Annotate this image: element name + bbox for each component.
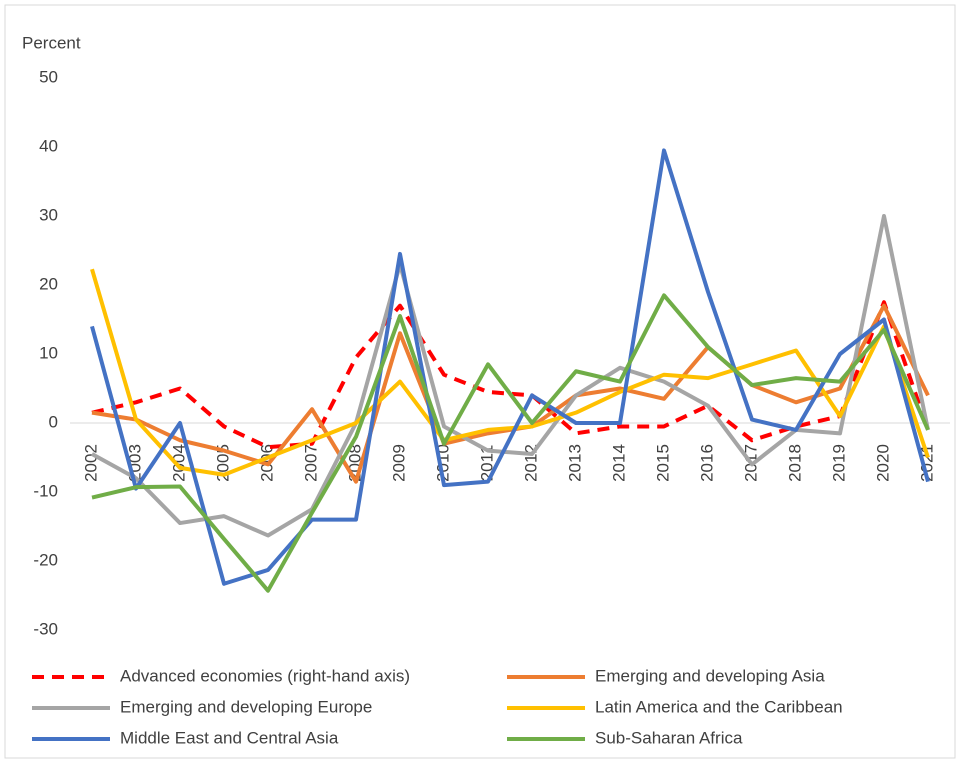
x-tick-label: 2016 (697, 444, 716, 482)
legend-label: Emerging and developing Europe (120, 697, 372, 716)
y-tick-label: 30 (39, 205, 58, 224)
series-line (90, 148, 930, 586)
series-line (91, 214, 930, 538)
x-tick-label: 2009 (389, 444, 408, 482)
x-tick-label: 2014 (609, 444, 628, 482)
legend-label: Middle East and Central Asia (120, 728, 339, 747)
x-tick-label: 2018 (785, 444, 804, 482)
series-line (91, 300, 930, 450)
legend-label: Advanced economies (right-hand axis) (120, 666, 410, 685)
x-tick-label: 2013 (565, 444, 584, 482)
x-tick-label: 2002 (81, 444, 100, 482)
y-tick-label: -20 (33, 550, 58, 569)
x-tick-label: 2020 (873, 444, 892, 482)
series-line (90, 268, 930, 477)
y-tick-label: 10 (39, 343, 58, 362)
y-tick-label: 20 (39, 274, 58, 293)
y-tick-label: -30 (33, 619, 58, 638)
x-tick-label: 2007 (301, 444, 320, 482)
legend-label: Latin America and the Caribbean (595, 697, 843, 716)
x-tick-label: 2019 (829, 444, 848, 482)
series-line (91, 293, 930, 593)
legend-label: Sub-Saharan Africa (595, 728, 743, 747)
chart-border (4, 4, 956, 759)
y-tick-label: 40 (39, 136, 58, 155)
x-tick-label: 2015 (653, 444, 672, 482)
legend-label: Emerging and developing Asia (595, 666, 825, 685)
y-tick-label: 50 (39, 67, 58, 86)
y-tick-label: 0 (49, 412, 58, 431)
y-tick-label: -10 (33, 481, 58, 500)
x-tick-label: 2004 (169, 444, 188, 482)
y-axis-label: Percent (22, 33, 81, 52)
